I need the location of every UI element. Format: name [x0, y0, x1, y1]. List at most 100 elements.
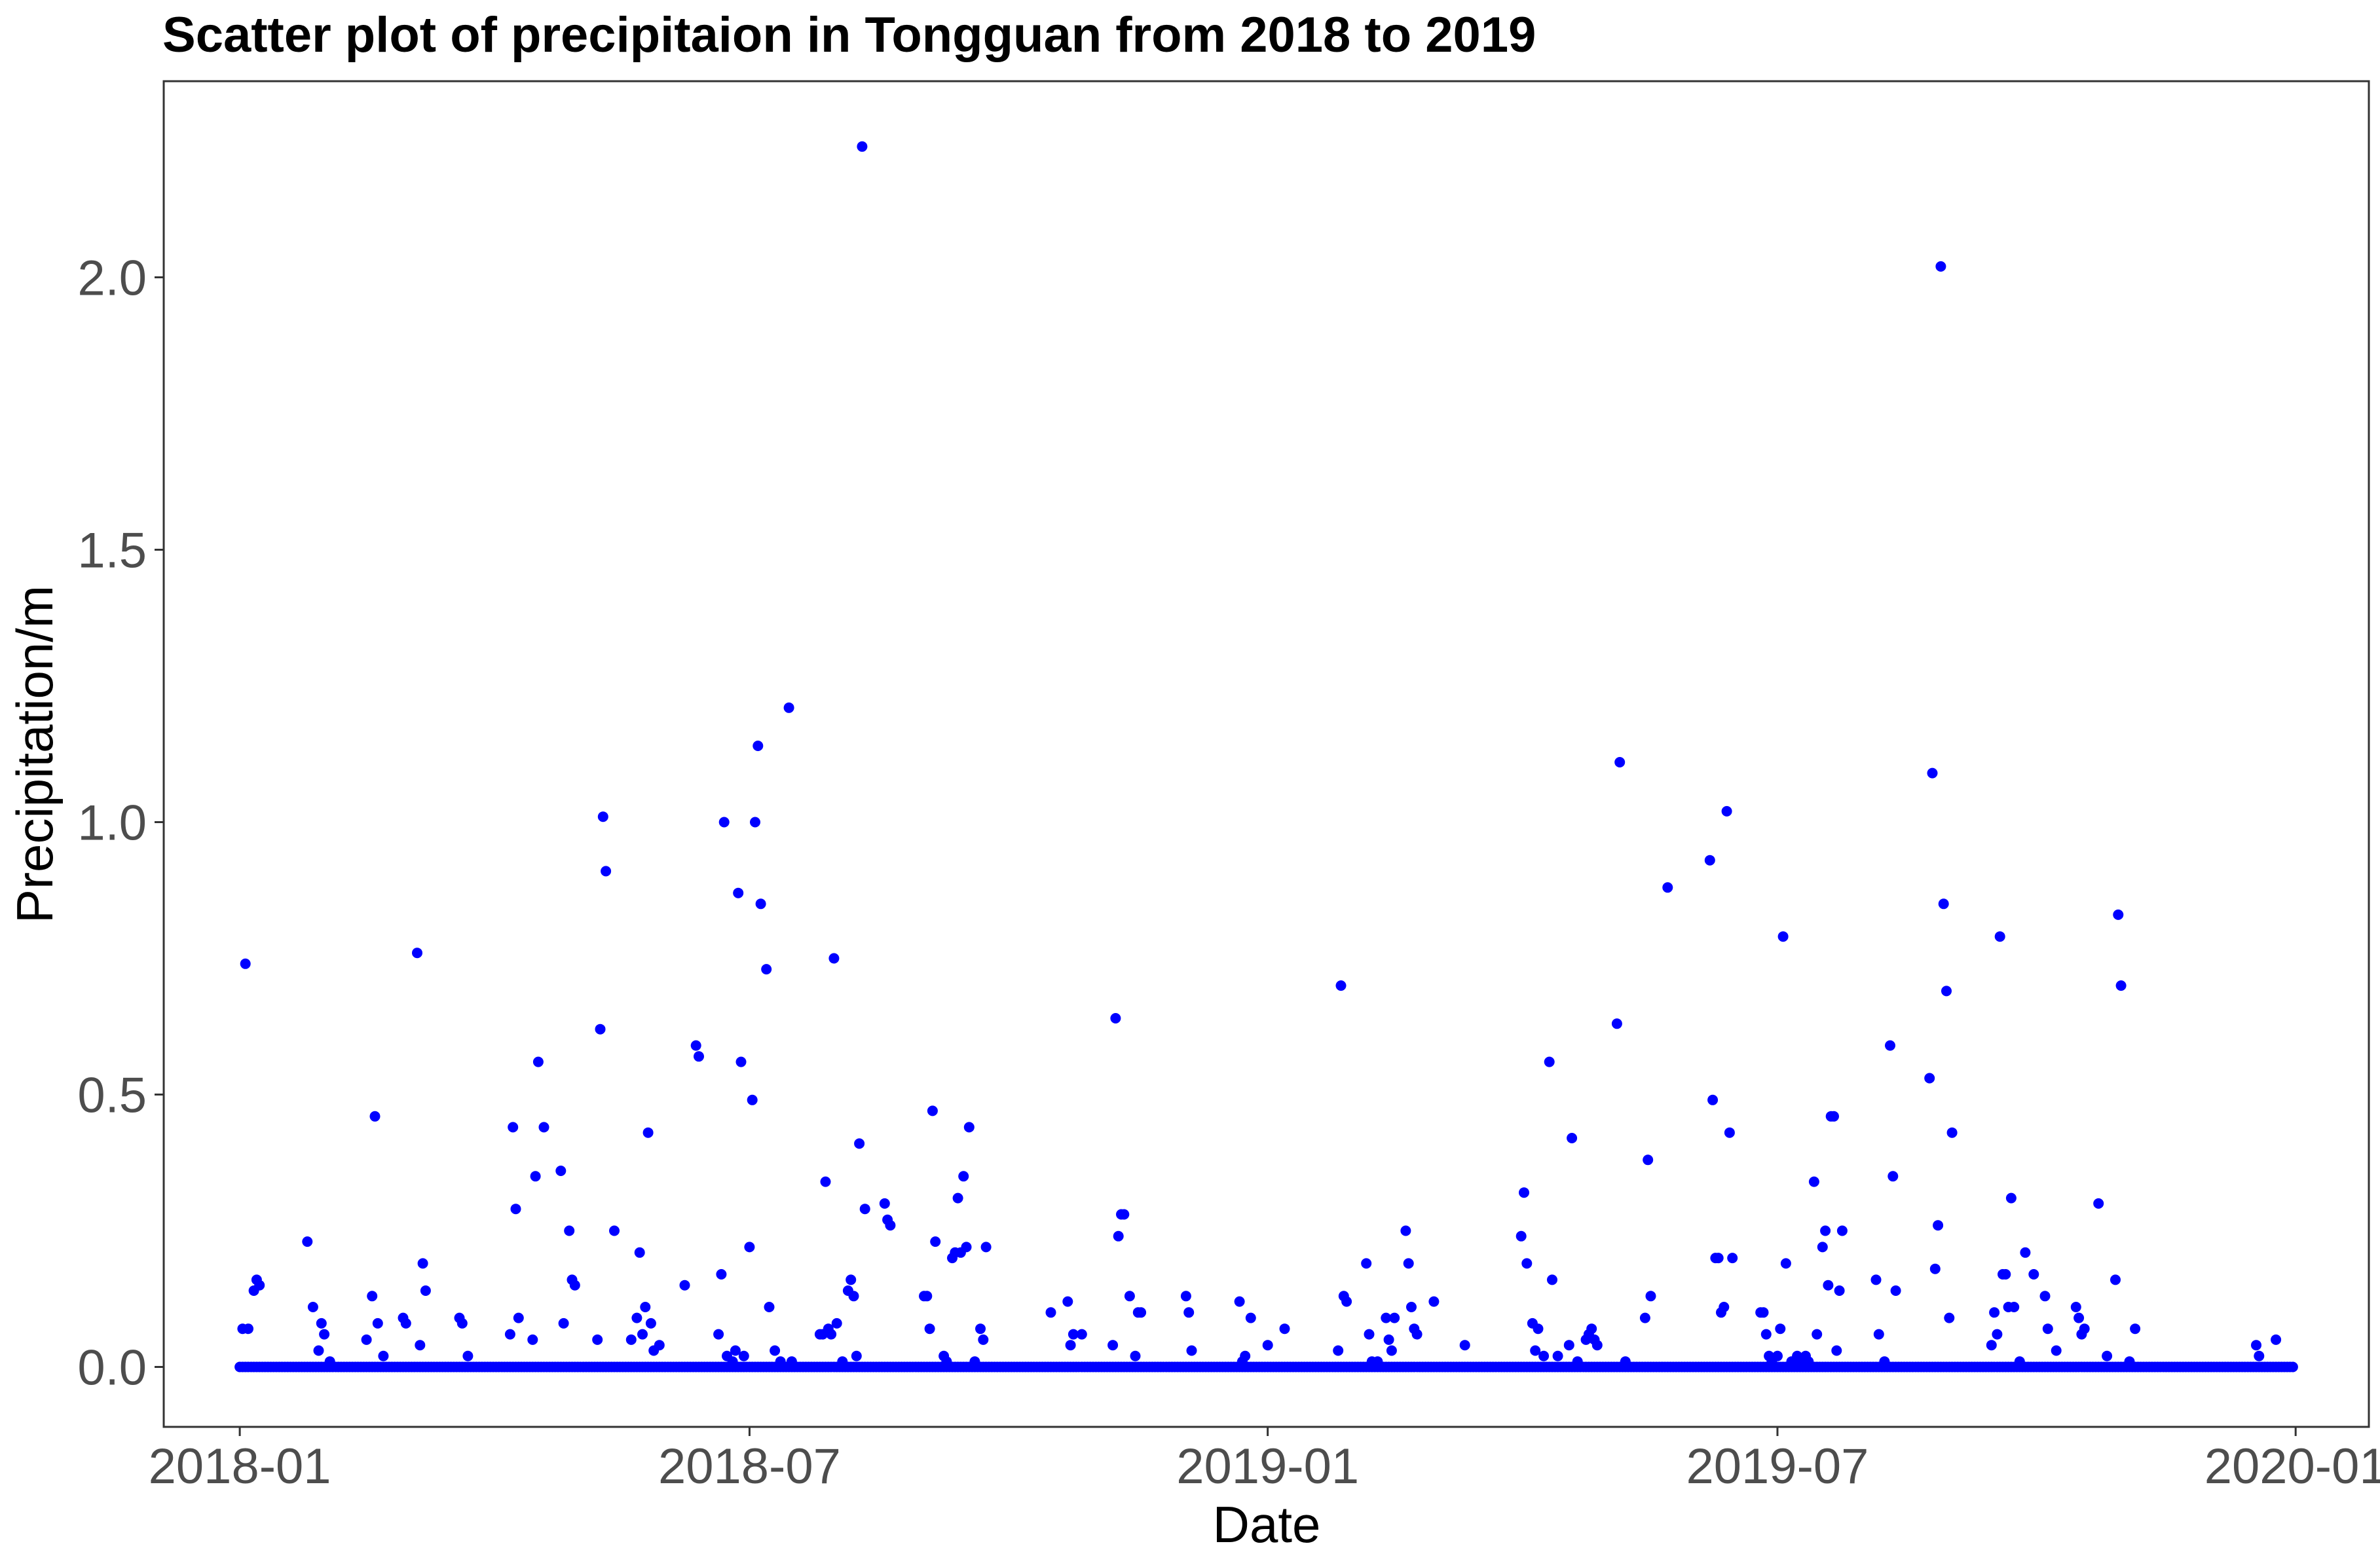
- data-point: [1521, 1258, 1533, 1269]
- data-point: [733, 887, 744, 898]
- data-point: [1707, 1094, 1719, 1105]
- x-tick-label: 2020-01: [2204, 1439, 2380, 1494]
- data-point: [1119, 1209, 1130, 1220]
- data-point: [1130, 1350, 1141, 1361]
- data-point: [307, 1302, 318, 1312]
- data-point: [508, 1122, 519, 1133]
- data-point: [1946, 1127, 1958, 1138]
- data-point: [2070, 1302, 2081, 1312]
- data-point: [1760, 1329, 1772, 1340]
- data-point: [738, 1350, 749, 1361]
- data-point: [2042, 1323, 2053, 1335]
- data-point: [313, 1345, 324, 1356]
- data-point: [2020, 1247, 2031, 1258]
- x-tick-label: 2018-01: [149, 1439, 331, 1494]
- data-point: [412, 948, 422, 959]
- data-point: [367, 1291, 378, 1302]
- data-point: [631, 1312, 642, 1323]
- x-tick-label: 2019-01: [1176, 1439, 1359, 1494]
- data-point: [2079, 1323, 2090, 1335]
- data-point: [718, 817, 730, 828]
- data-point: [980, 1242, 992, 1253]
- data-point: [609, 1225, 620, 1236]
- data-point: [828, 953, 840, 964]
- data-point: [462, 1350, 474, 1361]
- chart-title: Scatter plot of precipitaion in Tongguan…: [162, 7, 1536, 63]
- data-point: [378, 1350, 389, 1361]
- data-point: [1547, 1274, 1557, 1285]
- data-point: [1941, 986, 1952, 997]
- data-point: [1803, 1356, 1814, 1367]
- data-point: [1808, 1176, 1819, 1187]
- data-point: [2254, 1350, 2265, 1361]
- data-point: [831, 1318, 842, 1329]
- data-point: [527, 1334, 538, 1345]
- data-point: [1944, 1312, 1955, 1323]
- data-point: [1645, 1291, 1656, 1302]
- data-point: [713, 1329, 724, 1340]
- data-point: [1591, 1340, 1603, 1351]
- data-point: [2039, 1291, 2051, 1302]
- data-point: [1045, 1307, 1056, 1318]
- data-point: [1933, 1220, 1944, 1231]
- data-point: [2271, 1334, 2282, 1345]
- data-point: [316, 1318, 327, 1329]
- data-point: [1076, 1329, 1087, 1340]
- data-point: [2000, 1269, 2011, 1280]
- data-point: [1775, 1323, 1786, 1335]
- data-point: [415, 1340, 426, 1351]
- data-point: [2287, 1361, 2298, 1373]
- data-point: [1780, 1258, 1791, 1269]
- data-point: [2014, 1356, 2025, 1367]
- data-point: [2124, 1356, 2135, 1367]
- y-axis-label: Precipitation/m: [6, 585, 64, 923]
- data-point: [1533, 1323, 1544, 1335]
- data-point: [530, 1171, 541, 1182]
- data-point: [634, 1247, 645, 1258]
- point-layer: [234, 141, 2298, 1373]
- data-point: [1530, 1345, 1541, 1356]
- data-point: [1538, 1350, 1550, 1361]
- data-point: [2073, 1312, 2085, 1323]
- data-point: [1552, 1350, 1563, 1361]
- plot-panel: [162, 80, 2370, 1428]
- data-point: [924, 1323, 935, 1335]
- data-point: [1829, 1111, 1839, 1122]
- data-point: [510, 1204, 521, 1215]
- data-point: [854, 1138, 865, 1149]
- data-point: [930, 1236, 941, 1247]
- data-point: [1381, 1312, 1392, 1323]
- data-point: [1719, 1302, 1730, 1312]
- data-point: [1180, 1291, 1191, 1302]
- data-point: [1459, 1340, 1470, 1351]
- data-point: [1386, 1345, 1397, 1356]
- data-point: [1986, 1340, 1997, 1351]
- data-point: [595, 1023, 606, 1035]
- data-point: [961, 1242, 972, 1253]
- data-point: [400, 1318, 411, 1329]
- data-point: [1817, 1242, 1828, 1253]
- data-point: [2028, 1269, 2039, 1280]
- y-tick-label: 1.5: [77, 523, 147, 579]
- data-point: [1403, 1258, 1414, 1269]
- data-point: [2009, 1302, 2020, 1312]
- data-point: [1639, 1312, 1650, 1323]
- data-point: [319, 1329, 330, 1340]
- y-tick-label: 0.5: [77, 1067, 147, 1123]
- data-point: [1611, 1018, 1622, 1029]
- data-point: [1383, 1334, 1394, 1345]
- data-point: [1989, 1307, 2000, 1318]
- data-point: [744, 1242, 755, 1253]
- data-point: [1873, 1329, 1884, 1340]
- data-point: [753, 741, 764, 751]
- data-point: [1890, 1285, 1901, 1296]
- data-point: [952, 1192, 963, 1204]
- data-point: [513, 1312, 524, 1323]
- data-point: [1812, 1329, 1823, 1340]
- data-point: [775, 1356, 786, 1367]
- data-point: [1721, 805, 1732, 817]
- data-point: [1777, 931, 1789, 942]
- data-point: [1758, 1307, 1769, 1318]
- data-point: [1113, 1230, 1124, 1242]
- data-point: [1724, 1127, 1735, 1138]
